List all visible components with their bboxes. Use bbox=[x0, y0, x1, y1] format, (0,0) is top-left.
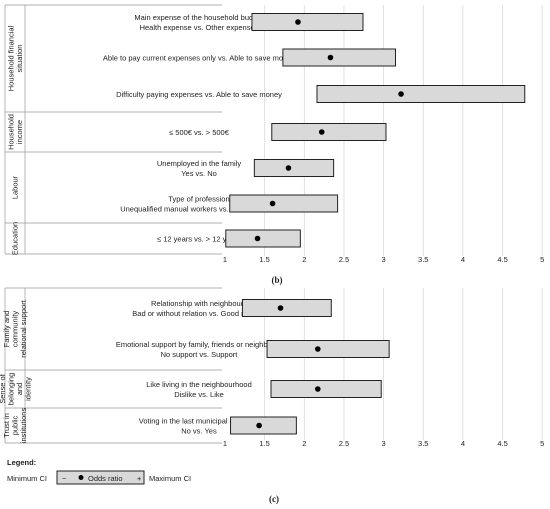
group-label: belonging bbox=[6, 373, 15, 406]
x-tick-label: 1.5 bbox=[259, 255, 269, 264]
x-tick-label: 4.5 bbox=[497, 439, 507, 448]
group-label: Household bbox=[6, 114, 15, 150]
x-tick-label: 2 bbox=[302, 439, 306, 448]
x-tick-label: 1 bbox=[223, 255, 227, 264]
x-tick-label: 1.5 bbox=[259, 439, 269, 448]
ci-box bbox=[251, 13, 364, 31]
x-tick-label: 1 bbox=[223, 439, 227, 448]
row-label: ≤ 500€ vs. > 500€ bbox=[169, 128, 230, 137]
ci-box bbox=[271, 123, 387, 141]
x-tick-label: 3.5 bbox=[418, 439, 428, 448]
odds-ratio-point bbox=[314, 346, 321, 352]
group-label: relational support bbox=[19, 299, 28, 357]
row-label: Voting in the last municipal elections bbox=[139, 417, 260, 426]
legend-title: Legend: bbox=[7, 458, 36, 467]
group-label: Household financial bbox=[6, 25, 15, 91]
x-tick-label: 2.5 bbox=[339, 255, 349, 264]
group-label: public bbox=[11, 415, 20, 435]
x-tick-label: 5 bbox=[540, 439, 544, 448]
group-label: Trust in bbox=[2, 413, 11, 438]
ci-box bbox=[253, 159, 335, 177]
group-label: Education bbox=[11, 222, 20, 255]
legend-box bbox=[56, 470, 145, 485]
odds-ratio-point bbox=[285, 165, 292, 171]
ci-box bbox=[316, 85, 526, 103]
group-label: income bbox=[15, 120, 24, 144]
ci-box bbox=[229, 194, 339, 213]
row-label: Unemployed in the family bbox=[157, 159, 241, 168]
row-label: Like living in the neighbourhood bbox=[146, 380, 252, 389]
legend-max-label: Maximum CI bbox=[149, 474, 191, 483]
panel-label: (b) bbox=[272, 275, 283, 285]
x-tick-label: 4.5 bbox=[497, 255, 507, 264]
row-label: Relationship with neighbours bbox=[151, 299, 247, 308]
odds-ratio-point bbox=[398, 91, 404, 97]
row-label: Main expense of the household budget bbox=[134, 13, 264, 22]
x-tick-label: 3 bbox=[382, 255, 386, 264]
odds-ratio-point bbox=[254, 235, 261, 242]
ci-box bbox=[230, 416, 297, 435]
legend-point bbox=[78, 475, 84, 480]
group-label: and bbox=[15, 383, 24, 396]
odds-ratio-point bbox=[318, 129, 325, 135]
odds-ratio-point bbox=[256, 422, 262, 429]
row-label: Emotional support by family, friends or … bbox=[116, 340, 282, 349]
x-tick-label: 5 bbox=[540, 255, 544, 264]
row-label: Able to pay current expenses only vs. Ab… bbox=[103, 54, 295, 63]
group-label: institutions bbox=[19, 408, 28, 444]
row-label: Difficulty paying expenses vs. Able to s… bbox=[116, 90, 282, 99]
row-label: Yes vs. No bbox=[181, 169, 217, 178]
group-label: community bbox=[11, 311, 20, 348]
odds-ratio-point bbox=[277, 305, 284, 311]
legend-minus: − bbox=[62, 474, 67, 483]
row-label: Health expense vs. Other expenses bbox=[140, 23, 259, 32]
x-tick-label: 2 bbox=[302, 255, 306, 264]
odds-ratio-point bbox=[314, 386, 321, 392]
x-tick-label: 3 bbox=[382, 439, 386, 448]
group-label: identity bbox=[23, 377, 32, 401]
row-label: Bad or without relation vs. Good relatio… bbox=[132, 309, 265, 318]
ci-box bbox=[270, 380, 382, 398]
row-label: ≤ 12 years vs. > 12 years bbox=[157, 235, 241, 244]
ci-box bbox=[241, 299, 332, 317]
row-label: No support vs. Support bbox=[161, 350, 239, 359]
group-label: Family and bbox=[2, 311, 11, 348]
x-tick-label: 4 bbox=[461, 439, 465, 448]
row-label: Type of profession bbox=[168, 195, 229, 204]
row-label: No vs. Yes bbox=[181, 427, 217, 436]
ci-box bbox=[282, 48, 396, 67]
ci-box bbox=[266, 340, 390, 358]
legend-point-label: Odds ratio bbox=[88, 474, 123, 483]
group-label: Sense of bbox=[0, 373, 7, 404]
legend-min-label: Minimum CI bbox=[7, 474, 47, 483]
odds-ratio-point bbox=[295, 19, 301, 25]
group-label: Labour bbox=[11, 175, 20, 199]
panel-label: (c) bbox=[269, 494, 279, 504]
row-label: Dislike vs. Like bbox=[174, 390, 224, 399]
x-tick-label: 3.5 bbox=[418, 255, 428, 264]
x-tick-label: 2.5 bbox=[339, 439, 349, 448]
row-label: Unequalified manual workers vs. Other wo… bbox=[120, 205, 278, 214]
odds-ratio-point bbox=[269, 200, 276, 207]
legend-plus: + bbox=[137, 474, 142, 483]
ci-box bbox=[225, 229, 301, 248]
x-tick-label: 4 bbox=[461, 255, 465, 264]
odds-ratio-point bbox=[327, 54, 334, 61]
group-label: situation bbox=[15, 45, 24, 73]
